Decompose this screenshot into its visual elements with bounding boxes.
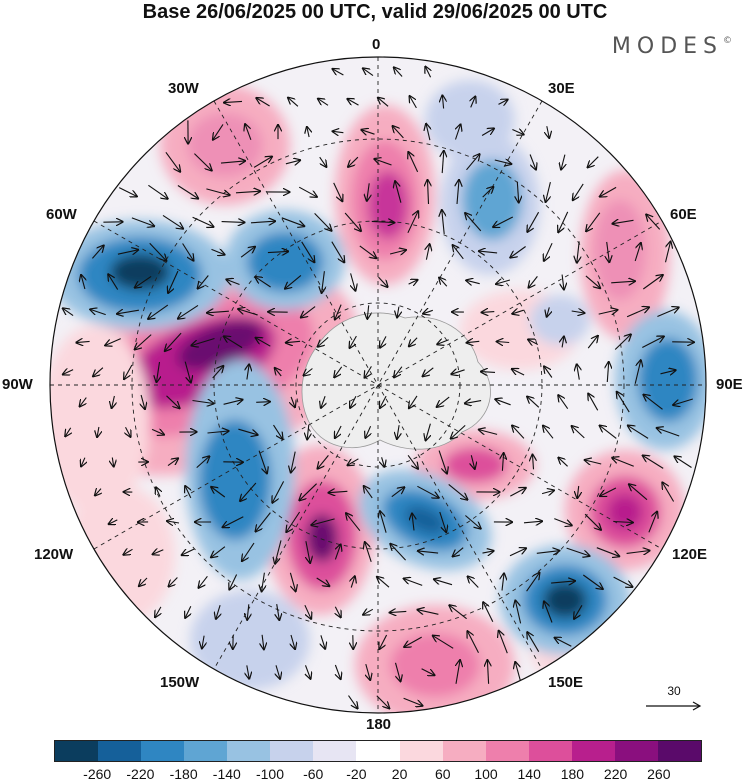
anomaly-field — [31, 50, 720, 725]
colorbar-swatch — [184, 741, 227, 761]
colorbar-swatch — [55, 741, 98, 761]
colorbar-tick-label: 140 — [518, 766, 541, 782]
colorbar-ticks: -260 -220 -180 -140 -100 -60 -20 20 60 100 140 180 2… — [54, 766, 702, 784]
colorbar-tick-label: -180 — [170, 766, 198, 782]
longitude-label-120w: 120W — [34, 546, 73, 563]
longitude-label-30w: 30W — [168, 80, 199, 97]
longitude-label-0: 0 — [372, 36, 380, 53]
colorbar-swatch — [529, 741, 572, 761]
reference-vector: 30 — [644, 684, 704, 719]
colorbar — [54, 740, 702, 762]
colorbar-swatch — [658, 741, 701, 761]
colorbar-tick-label: -220 — [126, 766, 154, 782]
colorbar-swatch — [356, 741, 399, 761]
wind-arrow — [256, 402, 270, 403]
colorbar-tick-label: 220 — [604, 766, 627, 782]
colorbar-tick-label: 60 — [435, 766, 451, 782]
colorbar-tick-label: -20 — [346, 766, 366, 782]
reference-vector-label: 30 — [644, 684, 704, 698]
colorbar-tick-label: 20 — [392, 766, 408, 782]
reference-arrow-icon — [644, 698, 704, 714]
colorbar-swatch — [313, 741, 356, 761]
colorbar-tick-label: 100 — [474, 766, 497, 782]
colorbar-swatch — [141, 741, 184, 761]
colorbar-swatch — [572, 741, 615, 761]
colorbar-swatch — [400, 741, 443, 761]
colorbar-tick-label: 260 — [647, 766, 670, 782]
colorbar-swatch — [270, 741, 313, 761]
colorbar-swatch — [486, 741, 529, 761]
colorbar-swatch — [615, 741, 658, 761]
longitude-label-120e: 120E — [672, 546, 707, 563]
longitude-label-60w: 60W — [46, 206, 77, 223]
longitude-label-150w: 150W — [160, 674, 199, 691]
longitude-label-90e: 90E — [716, 376, 743, 393]
longitude-label-150e: 150E — [548, 674, 583, 691]
colorbar-tick-label: -260 — [83, 766, 111, 782]
colorbar-tick-label: -140 — [213, 766, 241, 782]
colorbar-tick-label: -60 — [303, 766, 323, 782]
longitude-label-90w: 90W — [2, 376, 33, 393]
colorbar-swatch — [98, 741, 141, 761]
longitude-label-180: 180 — [366, 716, 391, 733]
longitude-label-30e: 30E — [548, 80, 575, 97]
colorbar-tick-label: -100 — [256, 766, 284, 782]
colorbar-tick-label: 180 — [561, 766, 584, 782]
longitude-label-60e: 60E — [670, 206, 697, 223]
colorbar-swatch — [443, 741, 486, 761]
colorbar-swatch — [227, 741, 270, 761]
